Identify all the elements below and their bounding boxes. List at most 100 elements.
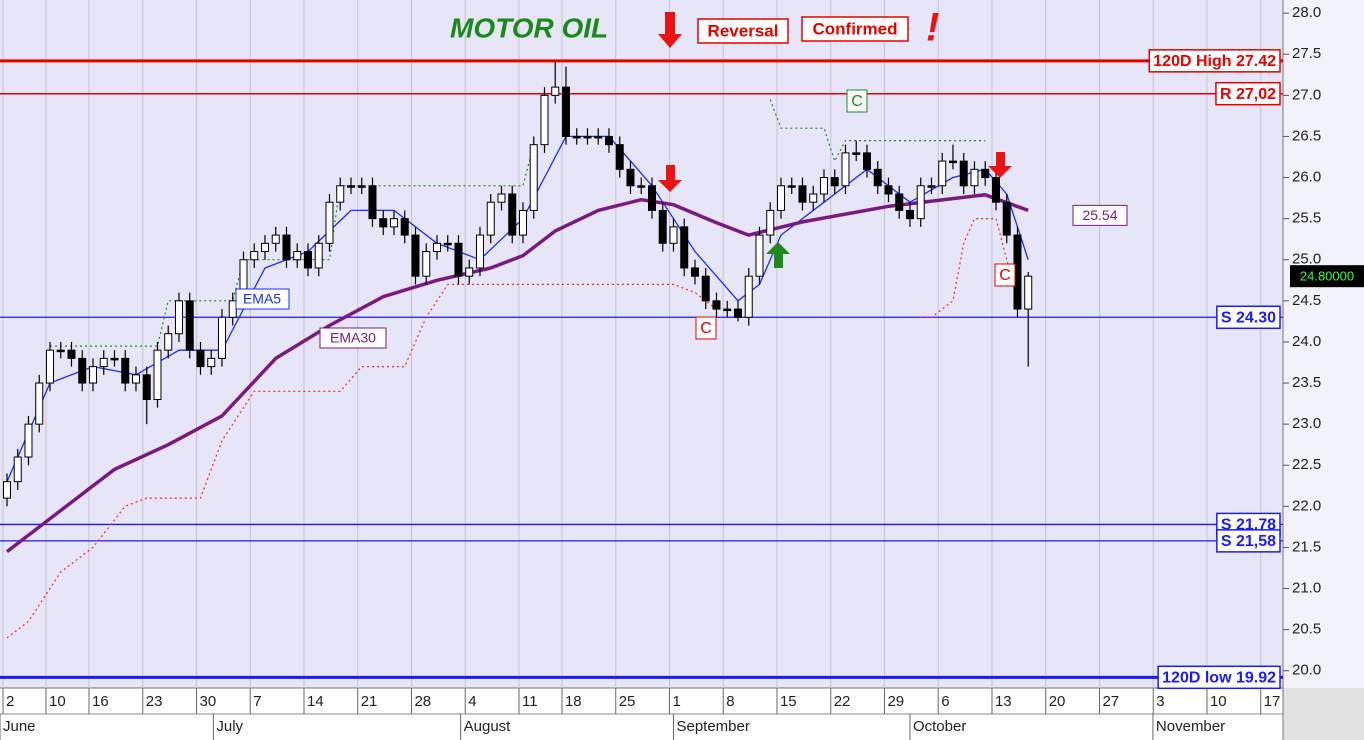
annotation-box [697,18,789,44]
legend-box [319,327,387,349]
y-tick-label: 27.5 [1292,45,1321,62]
candle-body [776,185,785,211]
candle-body [131,374,140,384]
legend-label: EMA5 [243,291,281,307]
x-tick-label: 27 [1102,693,1119,710]
arrow-down [658,165,682,192]
candle-body [1002,201,1011,236]
candle-body [196,349,205,368]
candle-body [809,193,818,203]
candle-body [164,333,173,351]
marker: C [851,93,863,110]
candle-body [207,357,216,368]
candle-body [981,168,990,179]
candle-body [454,242,463,277]
level-label-box [1216,305,1281,330]
marker-box [695,316,717,340]
candle-body [45,349,54,384]
x-tick-label: 2 [6,693,14,710]
x-tick-label: 25 [619,693,636,710]
candle-body [723,308,732,312]
candle-body [873,168,882,187]
y-tick-label: 28.0 [1292,4,1321,21]
candles-layer [2,60,1033,507]
candle-body [637,185,646,188]
candle-body [819,177,828,195]
level-label-box [1216,529,1281,553]
candle-body [755,234,764,277]
candle-body [336,185,345,203]
candle-body [615,144,624,170]
month-label: September [676,718,749,735]
x-tick-label: 1 [672,693,680,710]
candle-body [379,218,388,228]
annotation: Confirmed [813,19,898,38]
level-label: 120D High 27.42 [1153,53,1276,70]
candle-body [970,168,979,187]
x-tick-label: 28 [414,693,431,710]
candle-body [766,209,775,236]
annotation: Reversal [708,21,779,40]
candle-body [948,160,957,164]
arrow-up [766,242,790,268]
y-tick-label: 25.5 [1292,210,1321,227]
candle-body [357,185,366,188]
candle-body [658,209,667,244]
candle-body [594,135,603,139]
legend-box [235,288,290,310]
x-tick-label: 22 [834,693,851,710]
value-label-box [1072,204,1128,226]
candle-body [346,185,355,188]
candle-body [2,481,11,499]
y-tick-label: 27.0 [1292,86,1321,103]
level-label: S 24.30 [1221,310,1276,327]
x-tick-label: 23 [146,693,163,710]
candle-body [841,152,850,187]
candle-body [798,185,807,203]
candle-body [303,251,312,269]
candle-body [325,201,334,244]
candle-body [690,267,699,277]
candle-body [293,251,302,261]
chart-title: MOTOR OIL [450,12,608,43]
candle-body [1024,275,1033,310]
candle-body [712,300,721,310]
candle-body [744,275,753,318]
candle-body [626,168,635,187]
x-tick-label: 4 [468,693,476,710]
y-tick-label: 21.0 [1292,580,1321,597]
month-label: November [1156,718,1225,735]
candle-body [400,218,409,236]
arrow-down [988,152,1012,178]
x-tick-label: 16 [92,693,109,710]
corner [1283,688,1364,740]
month-label: August [464,718,512,735]
candle-body [443,242,452,246]
candle-body [217,316,226,359]
x-tick-label: 8 [726,693,734,710]
x-tick-label: 7 [253,693,261,710]
candle-body [486,201,495,236]
candle-body [647,185,656,211]
x-tick-label: 20 [1049,693,1066,710]
candle-body [604,135,613,146]
candle-body [701,275,710,302]
y-tick-label: 23.5 [1292,374,1321,391]
candle-body [67,349,76,359]
candle-body [991,177,1000,203]
candle-body [432,242,441,253]
annotation-box [801,16,909,42]
labels-layer: 20.0 20.5 21.0 21.5 22.0 22.5 23.0 23.5 24.0 24.5… [3,4,1364,735]
x-tick-label: 11 [522,693,538,710]
candle-body [271,234,280,244]
x-tick-label: 10 [49,693,66,710]
candle-body [497,193,506,203]
x-tick-label: 30 [199,693,216,710]
plot-area [0,0,1283,688]
x-tick-label: 6 [941,693,949,710]
level-label: S 21,58 [1221,533,1276,550]
x-tick-label: 29 [887,693,904,710]
candle-body [56,349,65,353]
